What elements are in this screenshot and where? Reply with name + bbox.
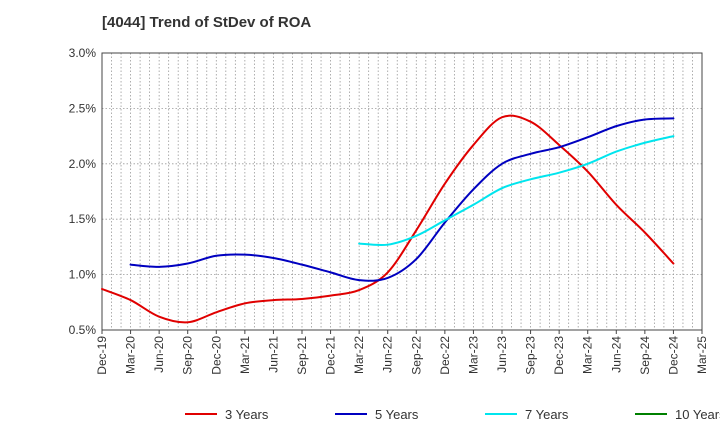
x-tick-label: Mar-21	[238, 336, 252, 374]
x-tick-label: Sep-22	[409, 336, 423, 375]
x-tick-label: Sep-23	[524, 336, 538, 375]
legend-label-7-years: 7 Years	[525, 407, 569, 422]
axes: 0.5% 1.0% 1.5% 2.0% 2.5% 3.0% Dec-19 Mar-20 Jun-…	[69, 46, 709, 375]
x-tick-label: Jun-23	[495, 336, 509, 373]
x-tick-label: Jun-20	[152, 336, 166, 373]
series-lines	[101, 114, 675, 324]
x-tick-label: Jun-21	[266, 336, 280, 373]
series-line-7-years	[358, 135, 675, 247]
x-tick-label: Mar-23	[466, 336, 480, 374]
chart-title: [4044] Trend of StDev of ROA	[102, 14, 312, 31]
y-tick-label: 2.0%	[69, 157, 97, 171]
legend-label-10-years: 10 Years	[675, 407, 720, 422]
y-tick-label: 1.5%	[69, 212, 97, 226]
x-tick-label: Dec-20	[209, 336, 223, 375]
grid	[102, 53, 702, 330]
legend-label-5-years: 5 Years	[375, 407, 419, 422]
x-tick-label: Jun-22	[381, 336, 395, 373]
x-tick-label: Dec-24	[666, 336, 680, 375]
x-tick-label: Dec-21	[324, 336, 338, 375]
x-tick-label: Mar-20	[124, 336, 138, 374]
x-tick-label: Mar-25	[695, 336, 709, 374]
x-tick-label: Sep-20	[181, 336, 195, 375]
series-line-3-years	[101, 114, 675, 324]
x-tick-label: Mar-24	[581, 336, 595, 374]
legend-label-3-years: 3 Years	[225, 407, 269, 422]
x-tick-label: Sep-21	[295, 336, 309, 375]
legend: 3 Years 5 Years 7 Years 10 Years	[185, 407, 720, 422]
x-tick-label: Dec-23	[552, 336, 566, 375]
y-tick-label: 1.0%	[69, 268, 97, 282]
x-tick-label: Jun-24	[609, 336, 623, 373]
x-tick-label: Dec-19	[95, 336, 109, 375]
plot-area-frame	[101, 52, 703, 331]
y-tick-label: 0.5%	[69, 323, 97, 337]
x-tick-label: Mar-22	[352, 336, 366, 374]
x-tick-label: Dec-22	[438, 336, 452, 375]
y-tick-label: 2.5%	[69, 101, 97, 115]
y-tick-label: 3.0%	[69, 46, 97, 60]
x-tick-label: Sep-24	[638, 336, 652, 375]
series-line-5-years	[129, 117, 675, 282]
